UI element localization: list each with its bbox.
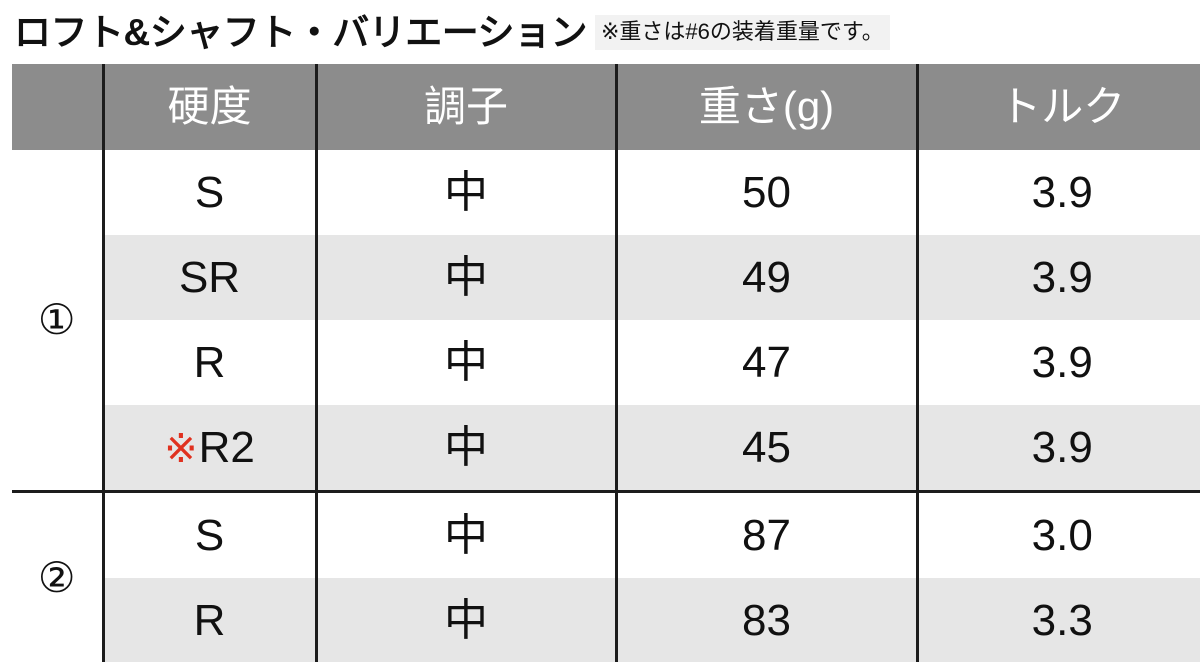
cell-flex: S <box>103 150 316 235</box>
cell-torque: 3.3 <box>915 578 1200 662</box>
cell-flex: ※R2 <box>103 405 316 492</box>
loft-shaft-variation-table: 硬度 調子 重さ(g) トルク ① S 中 50 3.9 <box>0 64 1200 662</box>
flex-value: R <box>193 337 226 387</box>
table-row: R 中 83 3.3 <box>6 578 1200 662</box>
column-header-weight: 重さ(g) <box>614 64 917 150</box>
cell-weight: 83 <box>614 578 917 662</box>
cell-weight: 50 <box>614 150 917 235</box>
flex-value: SR <box>178 252 241 302</box>
flex-value-wrapper: ※R2 <box>164 422 255 472</box>
cell-weight: 87 <box>614 490 917 578</box>
table-header-row: 硬度 調子 重さ(g) トルク <box>0 64 1200 150</box>
cell-flex: R <box>103 320 316 405</box>
cell-torque: 3.0 <box>915 490 1200 578</box>
cell-flex: S <box>103 490 316 578</box>
table-body: ① S 中 50 3.9 SR 中 49 3.9 <box>0 150 1200 662</box>
weight-note: ※重さは#6の装着重量です。 <box>594 14 890 50</box>
column-header-group <box>0 64 103 150</box>
flex-value: R2 <box>198 422 255 472</box>
cell-kickpoint: 中 <box>314 405 616 492</box>
cell-torque: 3.9 <box>915 235 1200 320</box>
title-bar: ロフト&シャフト・バリエーション ※重さは#6の装着重量です。 <box>0 0 1200 64</box>
asterisk-icon: ※ <box>164 426 198 471</box>
cell-torque: 3.9 <box>915 405 1200 492</box>
table-row: R 中 47 3.9 <box>6 320 1200 405</box>
flex-value: S <box>194 167 225 217</box>
flex-value: S <box>194 510 225 560</box>
table-row: SR 中 49 3.9 <box>6 235 1200 320</box>
cell-torque: 3.9 <box>915 150 1200 235</box>
cell-flex: SR <box>103 235 316 320</box>
cell-kickpoint: 中 <box>314 578 616 662</box>
table-row: ※R2 中 45 3.9 <box>6 405 1200 492</box>
cell-weight: 49 <box>614 235 917 320</box>
flex-value: R <box>193 595 226 645</box>
cell-kickpoint: 中 <box>314 150 616 235</box>
group-marker-2: ② <box>0 490 105 662</box>
column-header-kickpoint: 調子 <box>314 64 616 150</box>
column-header-torque: トルク <box>915 64 1200 150</box>
spec-table-container: 硬度 調子 重さ(g) トルク ① S 中 50 3.9 <box>0 64 1200 662</box>
group-marker-1: ① <box>0 150 105 492</box>
cell-weight: 45 <box>614 405 917 492</box>
column-header-flex: 硬度 <box>101 64 316 150</box>
table-row: ① S 中 50 3.9 <box>0 150 1200 492</box>
cell-flex: R <box>103 578 316 662</box>
page-title: ロフト&シャフト・バリエーション <box>14 11 587 53</box>
cell-torque: 3.9 <box>915 320 1200 405</box>
cell-kickpoint: 中 <box>314 320 616 405</box>
table-header: 硬度 調子 重さ(g) トルク <box>0 64 1200 150</box>
table-row: ② S 中 87 3.0 <box>0 490 1200 662</box>
cell-weight: 47 <box>614 320 917 405</box>
cell-kickpoint: 中 <box>314 490 616 578</box>
cell-kickpoint: 中 <box>314 235 616 320</box>
